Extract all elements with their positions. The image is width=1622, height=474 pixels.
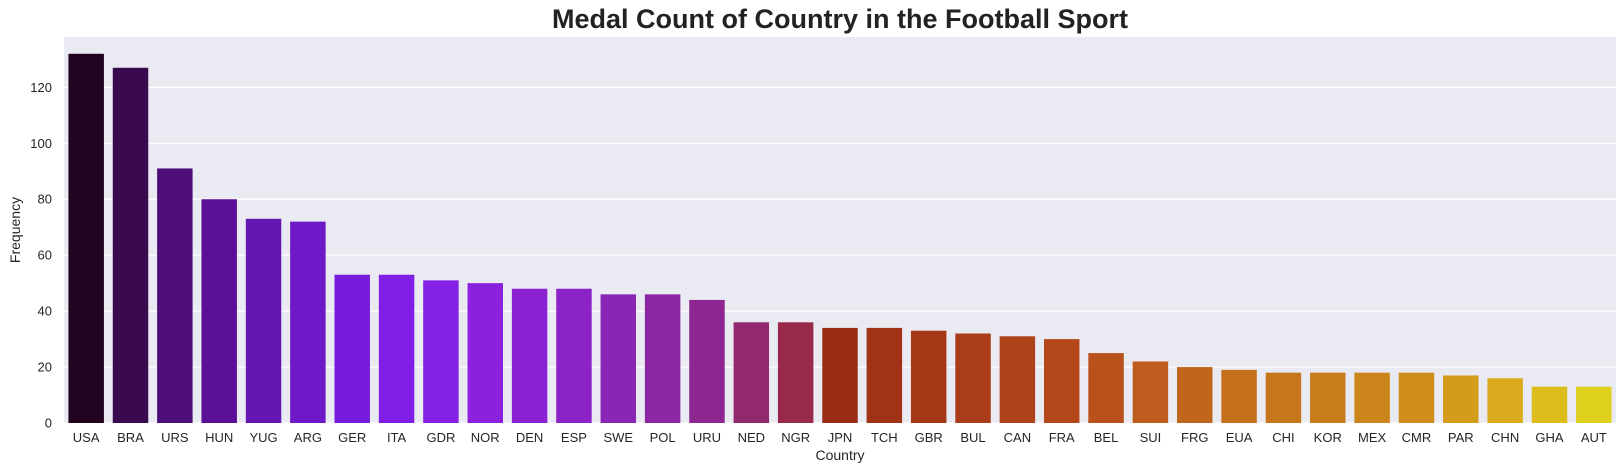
x-tick-label: MEX xyxy=(1358,430,1387,445)
y-tick-label: 40 xyxy=(38,304,52,319)
x-tick-label: BUL xyxy=(960,430,985,445)
x-tick-label: GER xyxy=(338,430,366,445)
x-tick-labels: USA BRA URS HUN YUG ARG GER ITA GDR NOR DEN ESP SWE P… xyxy=(73,430,1607,445)
chart-title: Medal Count of Country in the Football S… xyxy=(552,4,1128,34)
x-tick-label: ARG xyxy=(294,430,322,445)
bar-jpn xyxy=(822,327,858,423)
x-tick-label: GBR xyxy=(915,430,943,445)
x-tick-label: FRA xyxy=(1049,430,1075,445)
x-tick-label: CAN xyxy=(1004,430,1031,445)
x-tick-label: FRG xyxy=(1181,430,1208,445)
bar-eua xyxy=(1221,369,1257,423)
x-tick-label: NOR xyxy=(471,430,500,445)
x-tick-label: PAR xyxy=(1448,430,1474,445)
x-tick-label: BEL xyxy=(1094,430,1119,445)
bar-usa xyxy=(68,53,104,424)
y-tick-label: 0 xyxy=(45,416,52,431)
x-tick-label: TCH xyxy=(871,430,898,445)
x-tick-label: SUI xyxy=(1140,430,1162,445)
bar-bra xyxy=(112,67,149,423)
bar-ned xyxy=(733,322,770,423)
x-tick-label: USA xyxy=(73,430,100,445)
bar-can xyxy=(999,336,1036,423)
bars xyxy=(68,53,1612,424)
x-tick-label: SWE xyxy=(603,430,633,445)
x-tick-label: NGR xyxy=(781,430,810,445)
bar-esp xyxy=(556,288,592,423)
x-tick-label: YUG xyxy=(249,430,277,445)
bar-sui xyxy=(1132,361,1169,423)
y-tick-label: 80 xyxy=(38,192,52,207)
bar-ger xyxy=(334,274,370,423)
x-tick-label: KOR xyxy=(1314,430,1342,445)
bar-bul xyxy=(955,333,991,423)
x-tick-label: GDR xyxy=(426,430,455,445)
x-tick-label: CHN xyxy=(1491,430,1519,445)
bar-nor xyxy=(467,283,503,423)
bar-yug xyxy=(245,218,282,423)
bar-aut xyxy=(1576,386,1612,423)
x-axis-label: Country xyxy=(815,447,864,463)
bar-pol xyxy=(644,294,681,423)
bar-arg xyxy=(290,221,326,423)
bar-chn xyxy=(1487,378,1523,423)
bar-ita xyxy=(378,274,415,423)
x-tick-label: POL xyxy=(650,430,676,445)
x-tick-label: BRA xyxy=(117,430,144,445)
bar-fra xyxy=(1043,339,1080,423)
bar-frg xyxy=(1177,367,1213,423)
bar-par xyxy=(1443,375,1479,423)
y-tick-label: 60 xyxy=(38,248,52,263)
bar-bel xyxy=(1088,353,1124,423)
bar-ngr xyxy=(777,322,814,423)
bar-tch xyxy=(866,327,903,423)
x-tick-label: CHI xyxy=(1272,430,1294,445)
x-tick-label: EUA xyxy=(1226,430,1253,445)
bar-gha xyxy=(1531,386,1568,423)
x-tick-label: ESP xyxy=(561,430,587,445)
bar-gdr xyxy=(423,280,459,423)
bar-mex xyxy=(1354,372,1390,423)
y-tick-label: 120 xyxy=(30,80,52,95)
y-tick-label: 20 xyxy=(38,360,52,375)
bar-swe xyxy=(600,294,637,423)
bar-chi xyxy=(1265,372,1302,423)
x-tick-label: HUN xyxy=(205,430,233,445)
bar-gbr xyxy=(910,330,947,423)
x-tick-label: ITA xyxy=(387,430,407,445)
y-tick-labels: 0 20 40 60 80 100 120 xyxy=(30,80,52,431)
x-tick-label: URS xyxy=(161,430,189,445)
y-tick-label: 100 xyxy=(30,136,52,151)
bar-kor xyxy=(1310,372,1346,423)
x-tick-label: DEN xyxy=(516,430,543,445)
x-tick-label: NED xyxy=(738,430,765,445)
x-tick-label: AUT xyxy=(1581,430,1607,445)
bar-cmr xyxy=(1398,372,1435,423)
x-tick-label: URU xyxy=(693,430,721,445)
bar-uru xyxy=(689,299,725,423)
x-tick-label: CMR xyxy=(1402,430,1432,445)
y-axis-label: Frequency xyxy=(7,197,23,263)
bar-hun xyxy=(201,199,237,423)
bar-den xyxy=(511,288,548,423)
bar-urs xyxy=(157,168,193,423)
x-tick-label: GHA xyxy=(1535,430,1564,445)
x-tick-label: JPN xyxy=(828,430,853,445)
